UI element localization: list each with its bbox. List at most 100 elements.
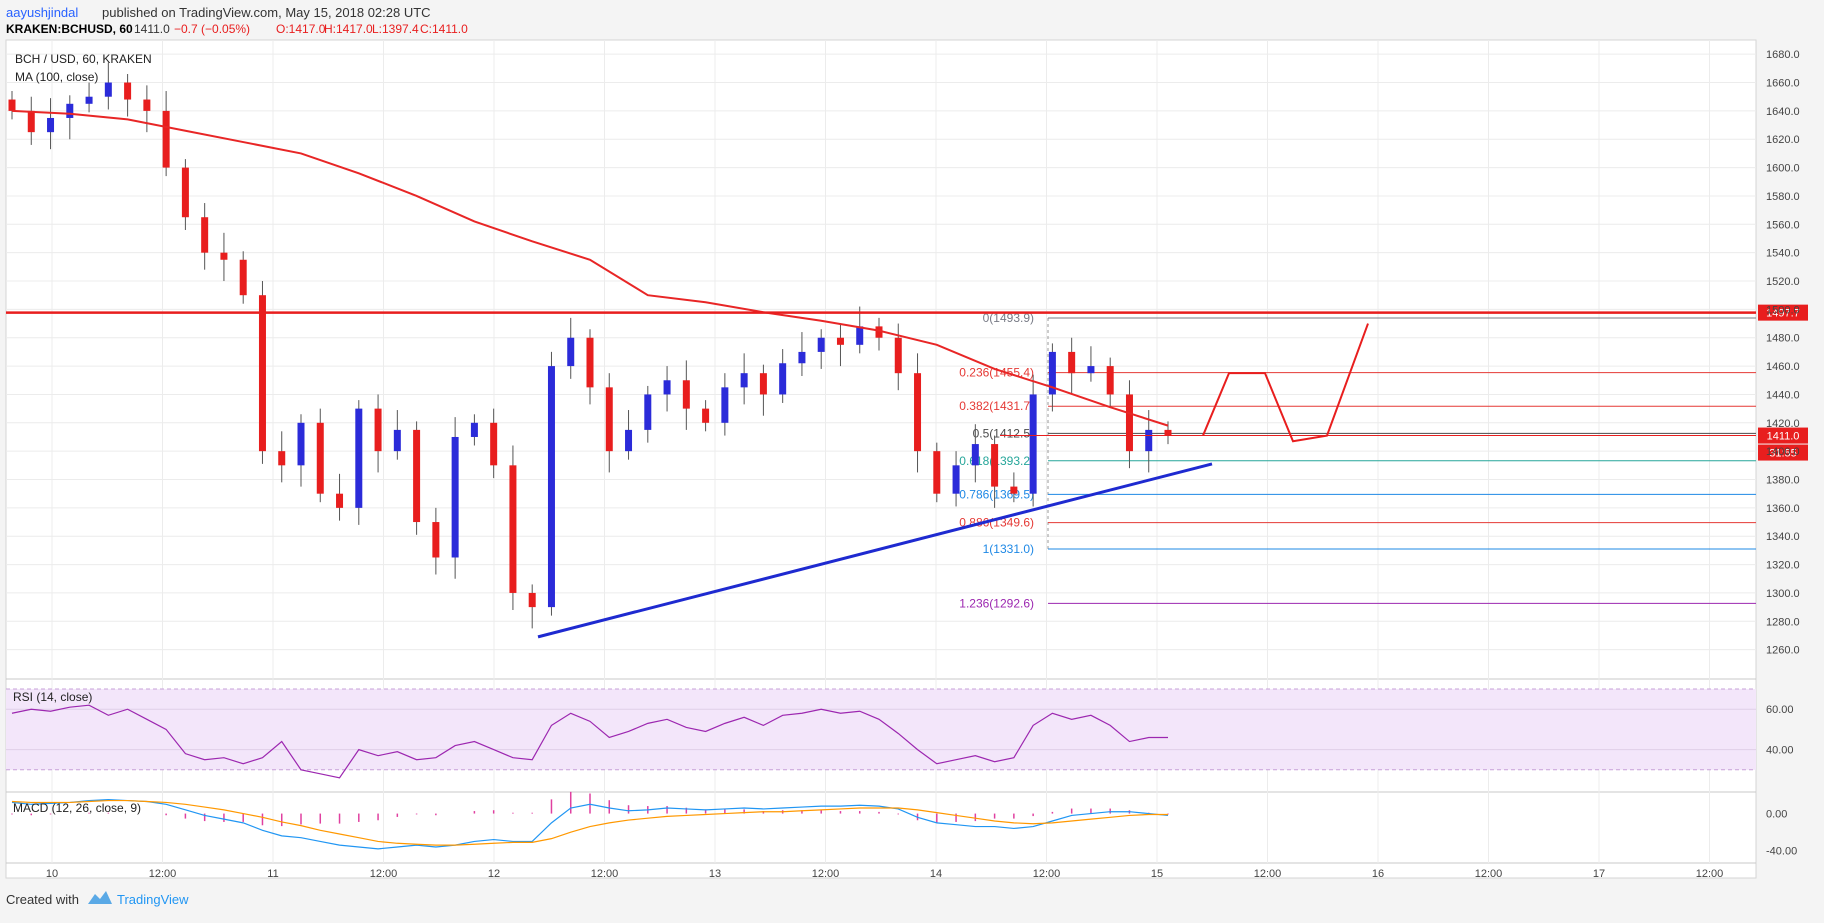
candle-body	[355, 408, 363, 508]
candle-body	[1125, 394, 1133, 452]
time-tick-label: 12:00	[1254, 868, 1282, 880]
candle-body	[162, 110, 170, 168]
candle-body	[490, 422, 498, 466]
candle-body	[258, 295, 266, 452]
low-value: L:1397.4	[372, 22, 419, 36]
candle-body	[933, 451, 941, 494]
time-tick-label: 12:00	[1475, 868, 1503, 880]
rsi-legend: RSI (14, close)	[13, 690, 92, 704]
price-tick-label: 1580.0	[1766, 191, 1800, 203]
candle-body	[297, 422, 305, 466]
candle-body	[278, 451, 286, 466]
fib-level-label: 0.786(1369.5)	[959, 487, 1034, 501]
candle-body	[201, 217, 209, 253]
fib-level-label: 0.886(1349.6)	[959, 516, 1034, 530]
candle-body	[644, 394, 652, 430]
candle-body	[528, 592, 536, 608]
candle-body	[143, 99, 151, 111]
candle-body	[413, 429, 421, 523]
candle-body	[894, 337, 902, 374]
price-tick-label: 1280.0	[1766, 616, 1800, 628]
created-with-text: Created with	[6, 892, 79, 907]
candle-body	[1145, 429, 1153, 452]
price-tick-label: 1460.0	[1766, 361, 1800, 373]
author-name[interactable]: aayushjindal	[6, 5, 78, 20]
candle-body	[759, 373, 767, 395]
change-value: −0.7 (−0.05%)	[174, 22, 250, 36]
price-tick-label: 1400.0	[1766, 446, 1800, 458]
candle-body	[817, 337, 825, 352]
candle-body	[336, 493, 344, 508]
price-tick-label: 1480.0	[1766, 333, 1800, 345]
time-tick-label: 12:00	[1033, 868, 1061, 880]
last-value: 1411.0	[134, 22, 170, 36]
price-tick-label: 1380.0	[1766, 475, 1800, 487]
time-tick-label: 15	[1151, 868, 1163, 880]
candle-body	[856, 326, 864, 345]
macd-tick-label: 0.00	[1766, 809, 1787, 821]
price-tick-label: 1360.0	[1766, 503, 1800, 515]
candle-body	[1106, 366, 1114, 395]
price-tick-label: 1440.0	[1766, 389, 1800, 401]
tradingview-logo-icon	[88, 891, 112, 904]
time-tick-label: 14	[930, 868, 942, 880]
candle-body	[740, 373, 748, 388]
candle-body	[181, 167, 189, 218]
rsi-tick-label: 60.00	[1766, 704, 1794, 716]
time-tick-label: 12:00	[370, 868, 398, 880]
price-tick-label: 1500.0	[1766, 304, 1800, 316]
tradingview-brand[interactable]: TradingView	[117, 892, 189, 907]
candle-body	[374, 408, 382, 452]
candle-body	[104, 82, 112, 97]
candle-body	[1048, 351, 1056, 395]
candle-body	[991, 444, 999, 487]
high-value: H:1417.0	[324, 22, 373, 36]
price-tick-label: 1660.0	[1766, 78, 1800, 90]
ma-legend: MA (100, close)	[15, 70, 98, 84]
fib-level-label: 0.5(1412.5)	[973, 426, 1034, 440]
time-tick-label: 17	[1593, 868, 1605, 880]
open-value: O:1417.0	[276, 22, 326, 36]
fib-level-label: 0(1493.9)	[983, 311, 1034, 325]
candle-body	[27, 110, 35, 133]
ma-100-line	[11, 109, 1169, 427]
time-tick-label: 12:00	[812, 868, 840, 880]
last-price-label: 1411.0	[1767, 431, 1800, 443]
candle-body	[971, 444, 979, 466]
candle-body	[663, 380, 671, 395]
time-tick-label: 12:00	[1696, 868, 1724, 880]
candle-body	[8, 99, 16, 111]
candle-body	[836, 337, 844, 345]
candle-body	[47, 117, 55, 133]
candle-body	[124, 82, 132, 100]
time-tick-label: 11	[267, 868, 278, 880]
candle-body	[586, 337, 594, 388]
symbol-label: KRAKEN:BCHUSD, 60	[6, 22, 133, 36]
rsi-band	[6, 689, 1756, 770]
candle-body	[239, 259, 247, 296]
price-tick-label: 1420.0	[1766, 418, 1800, 430]
price-tick-label: 1680.0	[1766, 49, 1800, 61]
fib-level-label: 1(1331.0)	[983, 542, 1034, 556]
candle-body	[470, 422, 478, 437]
price-tick-label: 1600.0	[1766, 163, 1800, 175]
candle-body	[1087, 366, 1095, 374]
candle-body	[798, 351, 806, 364]
price-tick-label: 1340.0	[1766, 531, 1800, 543]
candle-body	[66, 103, 74, 118]
candle-body	[721, 387, 729, 423]
candle-body	[567, 337, 575, 367]
candle-body	[779, 363, 787, 395]
candle-body	[1010, 486, 1018, 494]
candle-body	[85, 96, 93, 104]
price-tick-label: 1560.0	[1766, 219, 1800, 231]
last-price-tag	[1758, 427, 1808, 444]
candle-body	[952, 465, 960, 494]
support-trendline	[537, 462, 1213, 639]
candle-body	[702, 408, 710, 423]
candle-body	[509, 465, 517, 593]
candle-body	[220, 252, 228, 260]
candle-body	[316, 422, 324, 494]
candle-body	[393, 429, 401, 452]
